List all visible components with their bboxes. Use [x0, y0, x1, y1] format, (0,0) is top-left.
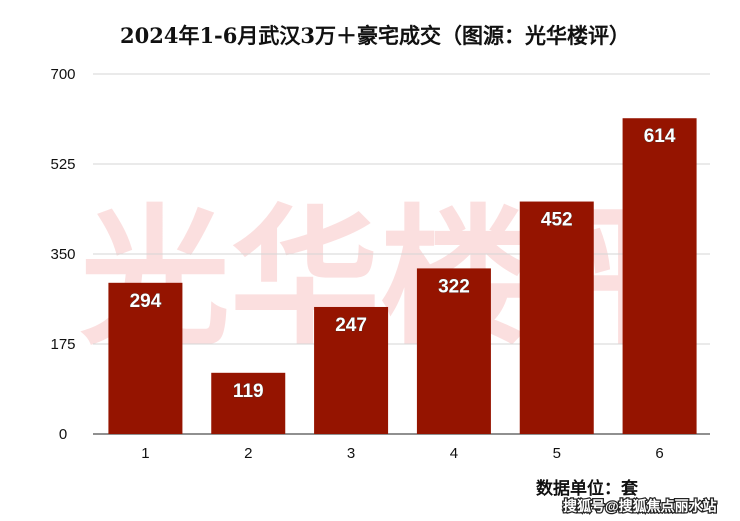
source-watermark: 搜狐号@搜狐焦点丽水站	[563, 498, 717, 514]
x-tick-label: 3	[347, 445, 355, 462]
x-tick-label: 6	[655, 445, 663, 462]
x-tick-label: 4	[450, 445, 458, 462]
x-tick-label: 5	[553, 445, 561, 462]
data-label: 452	[541, 210, 573, 231]
bar	[622, 118, 697, 434]
data-label: 247	[335, 315, 367, 336]
x-tick-label: 2	[244, 445, 252, 462]
data-label: 614	[644, 126, 676, 147]
bar	[519, 201, 594, 434]
bar	[416, 268, 491, 434]
y-tick-label: 350	[50, 246, 75, 263]
data-label: 294	[130, 291, 162, 312]
x-tick-label: 1	[141, 445, 149, 462]
chart-title: 2024年1-6月武汉3万＋豪宅成交（图源：光华楼评）	[120, 23, 630, 48]
data-label: 322	[438, 276, 470, 297]
y-tick-label: 175	[50, 336, 75, 353]
bar	[211, 372, 286, 434]
y-tick-label: 0	[59, 426, 67, 443]
data-label: 119	[233, 381, 264, 402]
y-tick-label: 700	[50, 66, 75, 83]
y-tick-label: 525	[50, 156, 75, 173]
bar	[108, 282, 183, 434]
bar	[314, 306, 389, 434]
unit-note: 数据单位：套	[536, 478, 639, 499]
